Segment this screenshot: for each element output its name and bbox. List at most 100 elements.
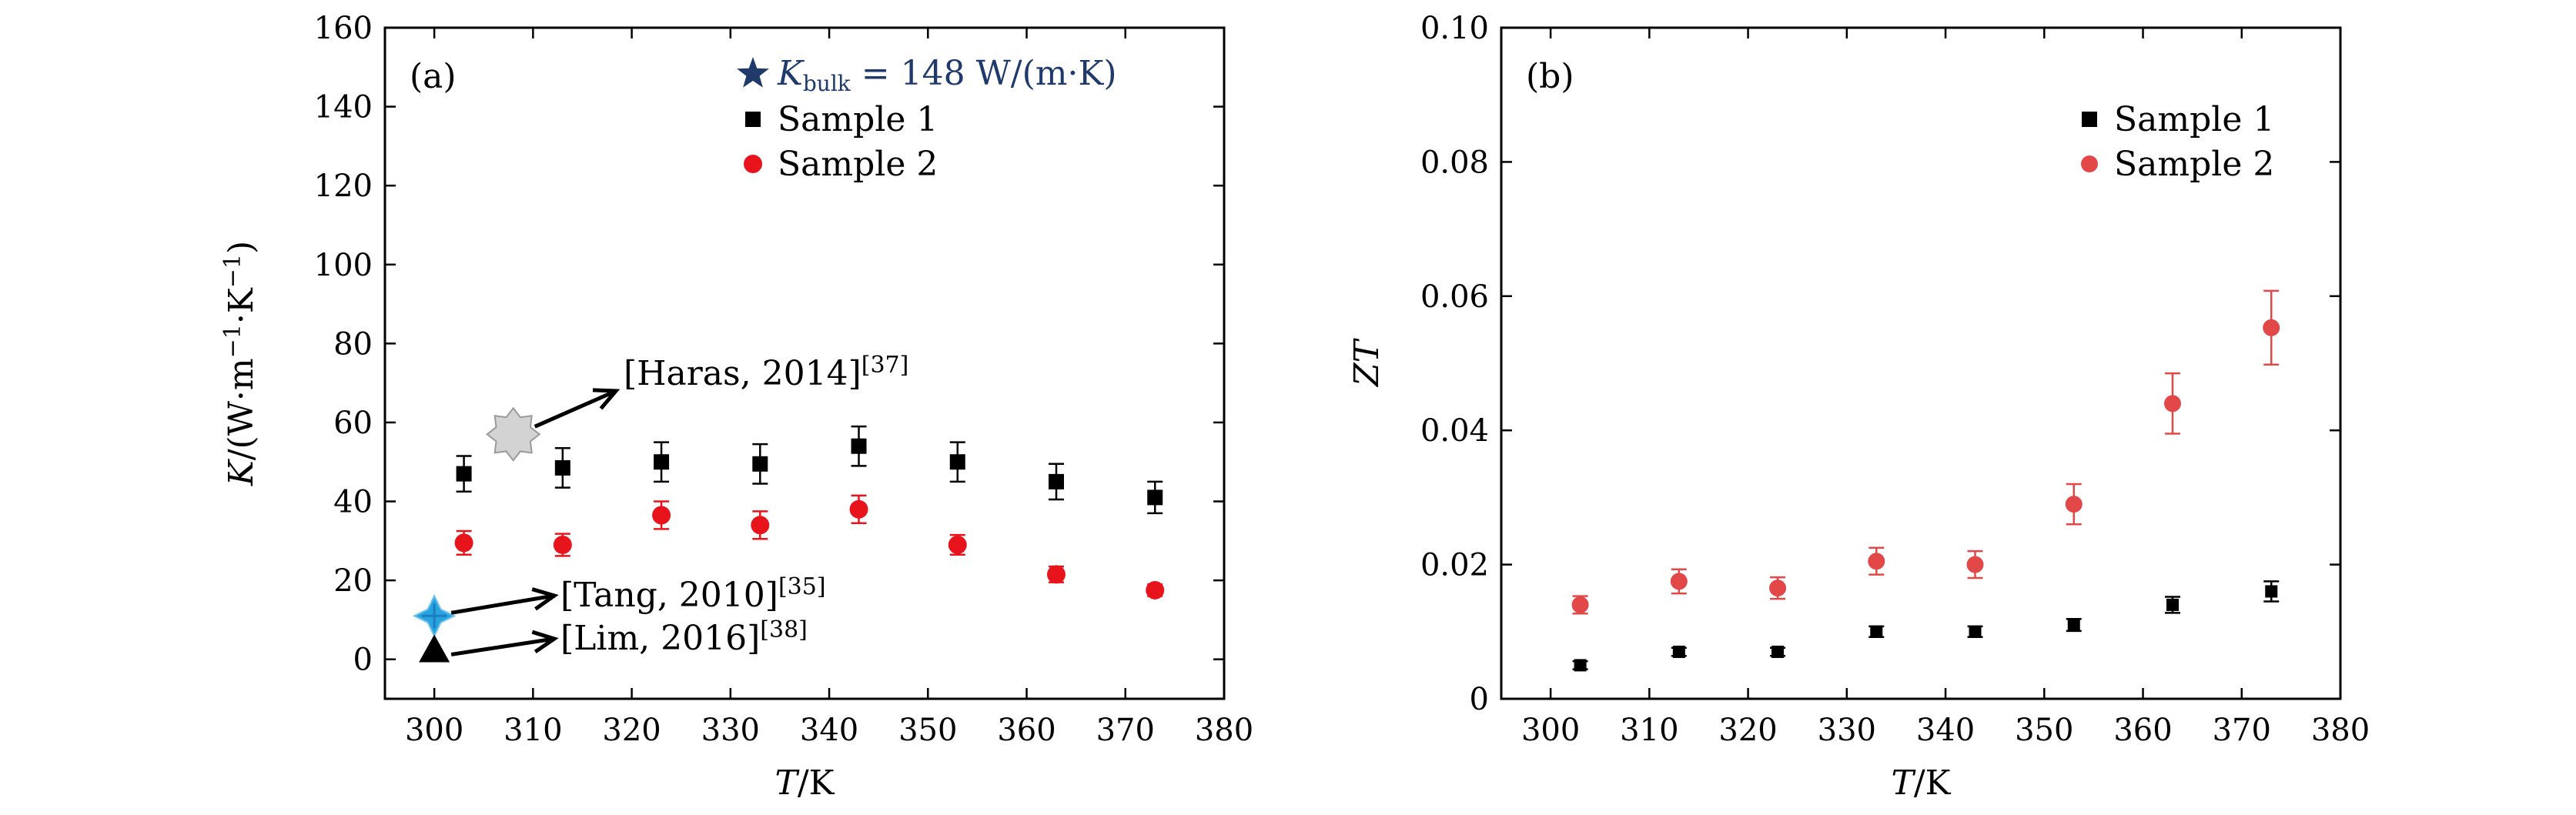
panel-label: (a): [410, 57, 457, 96]
plot-frame: [383, 26, 1226, 700]
panel-label: (b): [1526, 57, 1574, 96]
y-tick-label: 60: [333, 406, 373, 441]
data-point: [1047, 565, 1066, 584]
panel-b: 300 310 320 330 340 350 360 370 380 0 0.02 0.04 0.06…: [1347, 11, 2370, 803]
legend-label: Sample 2: [778, 145, 938, 184]
legend-marker: [2082, 112, 2097, 127]
series-sample-1: [1572, 580, 2280, 672]
data-point: [948, 535, 967, 554]
data-point: [1672, 645, 1685, 658]
data-point: [1771, 645, 1785, 658]
y-tick-label: 20: [333, 563, 373, 599]
x-tick-label: 310: [503, 713, 562, 748]
data-point: [851, 438, 867, 454]
y-tick-label: 80: [333, 326, 373, 362]
x-tick-label: 320: [1718, 713, 1777, 748]
series-sample-1: [456, 425, 1163, 515]
data-point: [2065, 496, 2083, 513]
x-tick-label: 340: [800, 713, 858, 748]
arrow-head: [531, 587, 559, 611]
y-tick-label: 160: [314, 11, 373, 46]
x-tick-label: 330: [1818, 713, 1876, 748]
y-tick-label: 40: [333, 485, 373, 520]
data-point: [1769, 580, 1787, 597]
data-point: [949, 454, 965, 470]
y-tick-label: 0.08: [1420, 145, 1489, 180]
y-tick-label: 0.02: [1420, 548, 1489, 583]
data-point: [652, 506, 671, 525]
x-tick-label: 330: [701, 713, 760, 748]
data-point: [1147, 489, 1163, 506]
data-point: [1868, 553, 1885, 570]
data-point: [2067, 619, 2080, 632]
legend-label-reference: Kbulk = 148 W/(m·K): [777, 54, 1117, 96]
legend-label: Sample 1: [2114, 100, 2274, 139]
x-tick-label: 320: [602, 713, 661, 748]
x-axis-label: T/K: [774, 763, 835, 803]
data-point: [2265, 585, 2278, 598]
legend: Kbulk = 148 W/(m·K) Sample 1 Sample 2: [737, 54, 1117, 184]
legend-marker: [2081, 155, 2098, 172]
y-tick-label: 0: [1470, 682, 1489, 717]
tang-label: [Tang, 2010][35]: [560, 573, 826, 615]
x-tick-label: 300: [1521, 713, 1580, 748]
panel-a: 300 310 320 330 340 350 360 370 380 0 20 40 60 80 100 1…: [219, 11, 1253, 803]
arrow-head: [531, 630, 559, 654]
data-point: [654, 454, 670, 470]
x-tick-label: 340: [1916, 713, 1975, 748]
data-point: [454, 533, 473, 553]
y-tick-label: 100: [314, 248, 373, 283]
x-tick-label: 360: [997, 713, 1055, 748]
x-tick-label: 370: [1096, 713, 1155, 748]
y-tick-label: 140: [314, 90, 373, 125]
data-point: [751, 516, 770, 535]
data-point: [554, 459, 570, 476]
y-axis-label: ZT: [1347, 337, 1387, 388]
plot-frame: [1500, 26, 2342, 700]
x-tick-label: 370: [2213, 713, 2271, 748]
data-point: [1966, 556, 1984, 573]
series-sample-2: [454, 494, 1165, 600]
x-tick-label: 350: [898, 713, 957, 748]
data-point: [2263, 319, 2280, 336]
arrow-head: [592, 388, 621, 410]
series-sample-2: [1571, 289, 2280, 615]
data-point: [2166, 598, 2179, 611]
data-point: [849, 499, 868, 519]
x-tick-label: 350: [2015, 713, 2073, 748]
legend-marker: [745, 112, 761, 127]
data-point: [1670, 573, 1688, 590]
annotation-arrow: [450, 636, 555, 656]
data-point: [1870, 625, 1883, 638]
legend-marker: [744, 155, 762, 173]
haras-marker: [486, 406, 541, 462]
y-tick-label: 0.04: [1420, 413, 1489, 449]
legend-label: Sample 1: [778, 100, 938, 139]
annotation-arrow: [534, 389, 617, 429]
legend: Sample 1 Sample 2: [2081, 100, 2274, 184]
y-tick-label: 0.06: [1420, 279, 1489, 315]
annotation-arrow: [450, 593, 555, 615]
data-point: [1571, 596, 1589, 613]
x-axis-label: T/K: [1891, 763, 1951, 803]
data-point: [1574, 659, 1587, 672]
lim-marker: [419, 634, 450, 663]
x-tick-label: 300: [405, 713, 463, 748]
data-point: [2164, 395, 2181, 413]
y-tick-label: 0.10: [1420, 11, 1489, 46]
data-point: [1969, 625, 1982, 638]
y-tick-label: 120: [314, 169, 373, 204]
x-tick-label: 310: [1620, 713, 1678, 748]
data-point: [752, 456, 768, 472]
x-tick-label: 360: [2113, 713, 2172, 748]
lim-label: [Lim, 2016][38]: [560, 616, 808, 658]
y-tick-label: 0: [353, 643, 373, 678]
x-tick-label: 380: [2311, 713, 2370, 748]
data-point: [553, 535, 572, 554]
haras-label: [Haras, 2014][37]: [624, 352, 908, 393]
literature-annotations: [Haras, 2014][37] [Tang, 2010][35][Lim, 2…: [412, 352, 908, 663]
data-point: [1146, 580, 1165, 600]
data-point: [456, 466, 472, 482]
legend-marker-reference-star: [737, 57, 769, 88]
